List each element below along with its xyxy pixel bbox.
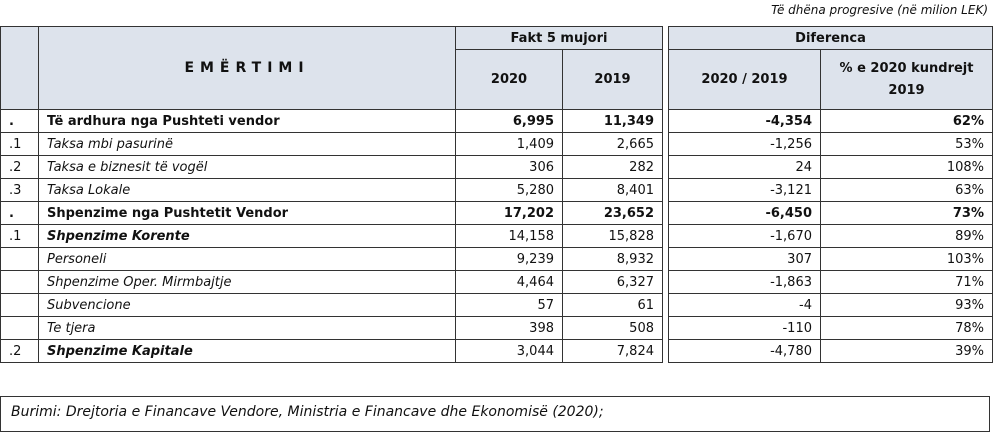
cell-value: 306	[455, 155, 563, 179]
row-name: Shpenzime Kapitale	[38, 339, 456, 363]
header-col: 2020 / 2019	[668, 49, 821, 110]
cell-value: 508	[562, 316, 663, 340]
header-col: % e 2020 kundrejt 2019	[820, 49, 993, 110]
table-row: Shpenzime Oper. Mirmbajtje 4,464 6,327 -1,8…	[0, 270, 993, 294]
cell-value: 6,327	[562, 270, 663, 294]
cell-value: 61	[562, 293, 663, 317]
cell-value: 39%	[820, 339, 993, 363]
row-index	[0, 270, 39, 294]
cell-value: 4,464	[455, 270, 563, 294]
header-group: Diferenca	[668, 26, 993, 50]
cell-value: 1,409	[455, 132, 563, 156]
row-name: Taksa e biznesit të vogël	[38, 155, 456, 179]
table-row: Personeli 9,239 8,932 307 103%	[0, 247, 993, 271]
header-idx	[0, 26, 39, 110]
cell-value: 307	[668, 247, 821, 271]
row-index: .1	[0, 132, 39, 156]
cell-value: -4,354	[668, 109, 821, 133]
cell-value: 398	[455, 316, 563, 340]
header-group: Fakt 5 mujori	[455, 26, 663, 50]
table-row: .1 Taksa mbi pasurinë 1,409 2,665 -1,256 53%	[0, 132, 993, 156]
cell-value: 53%	[820, 132, 993, 156]
cell-value: -1,670	[668, 224, 821, 248]
table-row: .2 Shpenzime Kapitale 3,044 7,824 -4,780 39%	[0, 339, 993, 363]
cell-value: 8,932	[562, 247, 663, 271]
table-row: Subvencione 57 61 -4 93%	[0, 293, 993, 317]
cell-value: 282	[562, 155, 663, 179]
row-name: Të ardhura nga Pushteti vendor	[38, 109, 456, 133]
cell-value: 3,044	[455, 339, 563, 363]
row-index: .	[0, 201, 39, 225]
cell-value: 63%	[820, 178, 993, 202]
table-row: .2 Taksa e biznesit të vogël 306 282 24 108%	[0, 155, 993, 179]
row-name: Shpenzime nga Pushtetit Vendor	[38, 201, 456, 225]
row-name: Shpenzime Korente	[38, 224, 456, 248]
row-name: Shpenzime Oper. Mirmbajtje	[38, 270, 456, 294]
cell-value: 73%	[820, 201, 993, 225]
row-index	[0, 247, 39, 271]
table-row: . Të ardhura nga Pushteti vendor 6,995 11,3…	[0, 109, 993, 133]
cell-value: 24	[668, 155, 821, 179]
row-index: .3	[0, 178, 39, 202]
header-row: EMËRTIMI Fakt 5 mujori Diferenca	[0, 26, 993, 110]
row-index: .	[0, 109, 39, 133]
cell-value: 5,280	[455, 178, 563, 202]
table-row: .1 Shpenzime Korente 14,158 15,828 -1,670 89%	[0, 224, 993, 248]
cell-value: 57	[455, 293, 563, 317]
table-body: EMËRTIMI Fakt 5 mujori Diferenca 2020 20…	[0, 26, 993, 363]
cell-value: 71%	[820, 270, 993, 294]
table-row: .3 Taksa Lokale 5,280 8,401 -3,121 63%	[0, 178, 993, 202]
cell-value: 17,202	[455, 201, 563, 225]
row-index: .2	[0, 155, 39, 179]
header-col: 2020	[455, 49, 563, 110]
table-row: . Shpenzime nga Pushtetit Vendor 17,202 23,…	[0, 201, 993, 225]
cell-value: 14,158	[455, 224, 563, 248]
row-index	[0, 293, 39, 317]
cell-value: -4	[668, 293, 821, 317]
row-index	[0, 316, 39, 340]
row-index: .1	[0, 224, 39, 248]
cell-value: -4,780	[668, 339, 821, 363]
row-name: Te tjera	[38, 316, 456, 340]
table: EMËRTIMI Fakt 5 mujori Diferenca 2020 20…	[0, 26, 993, 363]
table-row: Te tjera 398 508 -110 78%	[0, 316, 993, 340]
cell-value: 108%	[820, 155, 993, 179]
header-name: EMËRTIMI	[38, 26, 456, 110]
cell-value: 7,824	[562, 339, 663, 363]
source: Burimi: Drejtoria e Financave Vendore, M…	[0, 396, 990, 432]
cell-value: 78%	[820, 316, 993, 340]
cell-value: 62%	[820, 109, 993, 133]
row-index: .2	[0, 339, 39, 363]
cell-value: 103%	[820, 247, 993, 271]
note: Të dhëna progresive (në milion LEK)	[771, 3, 988, 17]
cell-value: 2,665	[562, 132, 663, 156]
cell-value: 15,828	[562, 224, 663, 248]
row-name: Taksa Lokale	[38, 178, 456, 202]
cell-value: 9,239	[455, 247, 563, 271]
cell-value: 89%	[820, 224, 993, 248]
cell-value: 11,349	[562, 109, 663, 133]
row-name: Taksa mbi pasurinë	[38, 132, 456, 156]
header-col: 2019	[562, 49, 663, 110]
cell-value: -1,256	[668, 132, 821, 156]
cell-value: 8,401	[562, 178, 663, 202]
cell-value: -6,450	[668, 201, 821, 225]
row-name: Personeli	[38, 247, 456, 271]
cell-value: 6,995	[455, 109, 563, 133]
row-name: Subvencione	[38, 293, 456, 317]
cell-value: -1,863	[668, 270, 821, 294]
cell-value: -110	[668, 316, 821, 340]
cell-value: 93%	[820, 293, 993, 317]
cell-value: 23,652	[562, 201, 663, 225]
cell-value: -3,121	[668, 178, 821, 202]
